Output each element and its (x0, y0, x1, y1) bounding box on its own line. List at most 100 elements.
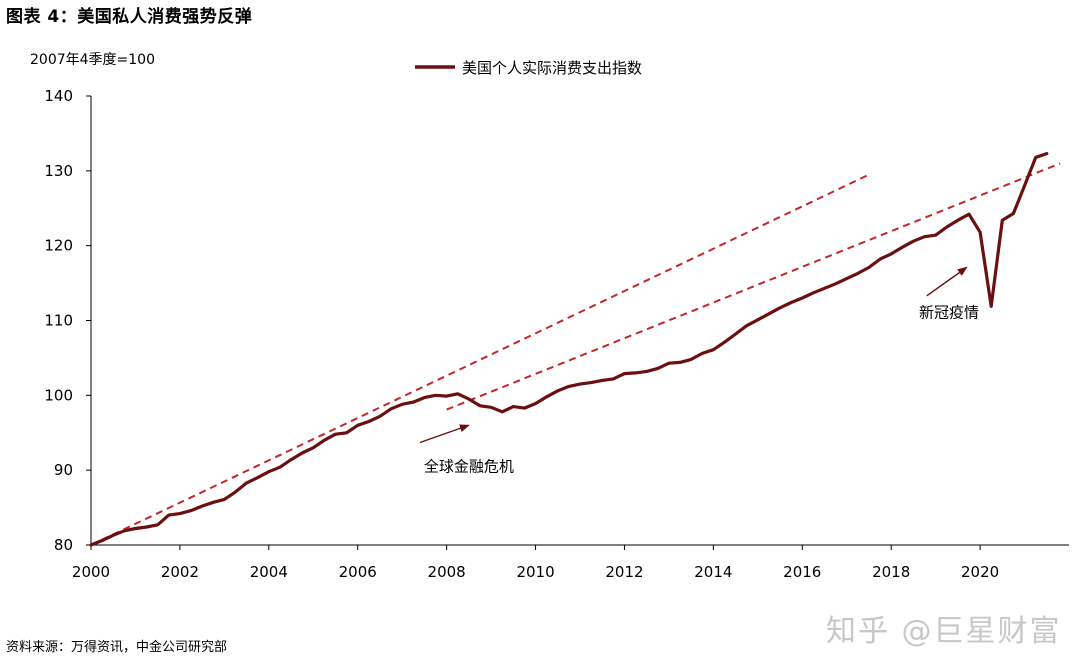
data-point (423, 396, 426, 399)
y-tick-label: 140 (44, 87, 73, 105)
data-point (912, 239, 915, 243)
data-point (712, 348, 715, 352)
line-chart: 2007年4季度=100 80 90 100 110 120 130 140 2000 2002… (30, 52, 1069, 581)
data-point (578, 382, 582, 386)
data-point (267, 470, 271, 474)
data-point (723, 340, 726, 344)
data-point (567, 385, 571, 388)
y-tick-label: 80 (54, 536, 73, 554)
data-point (456, 392, 460, 396)
y-tick-label: 130 (44, 162, 73, 180)
data-point (1001, 218, 1004, 222)
data-point (334, 432, 337, 436)
x-tick-label: 2008 (428, 563, 466, 581)
data-point (467, 397, 471, 401)
legend: 美国个人实际消费支出指数 (415, 59, 642, 77)
watermark: 知乎 @巨星财富 (826, 614, 1062, 649)
data-point (956, 218, 960, 222)
data-point (901, 245, 904, 249)
y-tick-label: 110 (44, 312, 73, 330)
x-tick-label: 2006 (339, 563, 377, 581)
data-point (512, 405, 515, 408)
data-point (489, 406, 493, 409)
trend-line-2 (446, 162, 1061, 411)
annotation-label: 新冠疫情 (919, 304, 979, 322)
data-point (945, 225, 949, 229)
data-point (389, 407, 393, 411)
data-point (812, 291, 815, 295)
data-point (256, 476, 260, 479)
data-point (656, 367, 660, 370)
data-point (556, 389, 560, 393)
y-axis-unit-label: 2007年4季度=100 (30, 52, 155, 68)
data-point (134, 527, 137, 530)
x-tick-label: 2012 (605, 563, 643, 581)
data-point (212, 501, 215, 504)
data-point (867, 266, 871, 269)
data-point (756, 318, 760, 322)
consumption-index-line (89, 152, 1049, 547)
data-point (678, 361, 682, 364)
data-point (378, 415, 382, 418)
data-point (200, 504, 204, 508)
data-point (312, 446, 315, 450)
y-tick-label: 100 (44, 386, 73, 404)
y-tick-label: 120 (44, 237, 73, 255)
data-point (345, 431, 348, 435)
data-point (234, 490, 237, 494)
data-point (167, 513, 171, 517)
data-point (600, 379, 604, 382)
data-point (289, 458, 293, 462)
data-point (189, 509, 193, 512)
data-point (634, 371, 637, 375)
data-point (612, 377, 615, 381)
data-point (923, 235, 926, 238)
x-tick-label: 2020 (961, 563, 999, 581)
y-tick-label: 90 (54, 461, 73, 479)
data-point (667, 361, 671, 365)
data-point (967, 212, 971, 216)
data-point (834, 282, 837, 286)
data-point (545, 395, 548, 399)
trend-lines (90, 162, 1061, 546)
axes: 80 90 100 110 120 130 140 2000 2002 2004 2006 2008 2… (44, 87, 1069, 581)
data-point (889, 252, 893, 256)
x-tick-label: 2014 (694, 563, 732, 581)
x-tick-label: 2002 (161, 563, 199, 581)
data-point (145, 525, 148, 529)
annotation-arrow (419, 424, 470, 444)
series-lines (89, 152, 1049, 547)
data-point (856, 272, 860, 275)
data-point (156, 523, 159, 527)
data-point (223, 498, 226, 501)
data-point (400, 403, 404, 406)
data-point (623, 372, 626, 375)
annotations: 全球金融危机 新冠疫情 (419, 266, 979, 476)
data-point (178, 512, 182, 515)
data-point (801, 296, 804, 300)
data-point (278, 465, 282, 469)
data-point (89, 543, 93, 547)
data-point (934, 233, 937, 237)
annotation-label: 全球金融危机 (424, 458, 514, 476)
data-point (734, 332, 737, 336)
trend-line-1 (90, 173, 870, 546)
figure-title: 图表 4：美国私人消费强势反弹 (6, 7, 253, 27)
x-tick-label: 2000 (72, 563, 110, 581)
data-point (1034, 156, 1037, 159)
legend-label: 美国个人实际消费支出指数 (462, 59, 642, 77)
data-point (1023, 184, 1026, 188)
data-point (823, 287, 826, 290)
data-point (645, 370, 648, 373)
x-tick-label: 2010 (516, 563, 554, 581)
data-point (100, 539, 104, 542)
data-point (845, 277, 848, 280)
data-point (767, 312, 771, 316)
data-point (978, 230, 982, 234)
data-point (300, 451, 304, 455)
data-point (778, 306, 782, 310)
data-point (789, 301, 793, 304)
source-note: 资料来源：万得资讯，中金公司研究部 (6, 640, 228, 655)
x-tick-label: 2016 (783, 563, 821, 581)
data-point (245, 481, 248, 485)
